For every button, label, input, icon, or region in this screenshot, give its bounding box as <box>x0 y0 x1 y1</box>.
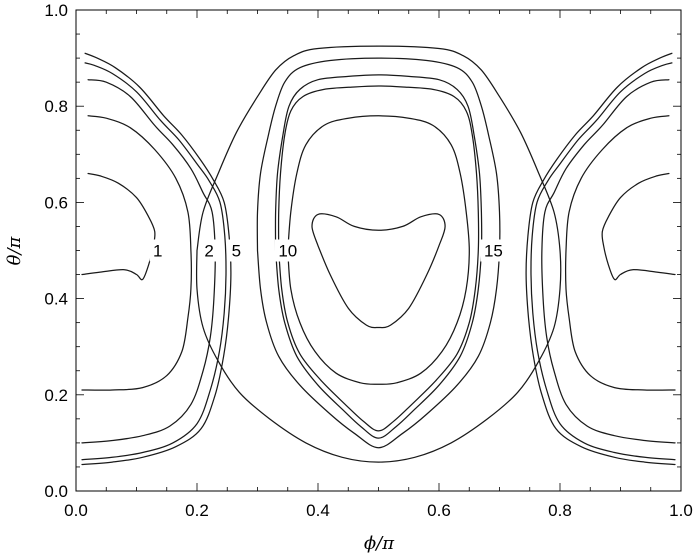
x-tick-label: 0.6 <box>427 501 451 520</box>
contour-lines <box>81 45 676 466</box>
contour-line-16 <box>525 52 676 466</box>
contour-line-11 <box>81 52 232 466</box>
contour-line-4 <box>277 85 480 432</box>
plot-frame <box>75 9 682 492</box>
x-tick-label: 0.8 <box>548 501 572 520</box>
contour-line-15 <box>530 62 676 461</box>
x-tick-label: 0.2 <box>185 501 209 520</box>
contour-line-6 <box>311 213 446 329</box>
contour-label-15: 15 <box>484 242 503 261</box>
x-tick-label: 0.4 <box>306 501 330 520</box>
contour-line-8 <box>81 115 192 391</box>
contour-line-3 <box>274 74 483 439</box>
x-axis-label: ϕ/π <box>364 533 395 554</box>
y-axis-ticks: 0.0 0.2 0.4 0.6 0.8 1.0 <box>44 1 681 501</box>
y-axis-label: θ/π <box>4 235 25 265</box>
contour-line-1 <box>195 45 562 463</box>
y-tick-label: 1.0 <box>44 1 68 20</box>
y-tick-label: 0.4 <box>44 290 68 309</box>
contour-label-2: 2 <box>204 242 213 261</box>
x-tick-label: 0.0 <box>64 501 88 520</box>
y-tick-label: 0.6 <box>44 193 68 212</box>
y-tick-label: 0.2 <box>44 386 68 405</box>
x-axis-ticks: 0.0 0.2 0.4 0.6 0.8 1.0 <box>64 10 693 520</box>
contour-line-5 <box>287 115 470 385</box>
contour-label-bg-3 <box>228 239 245 262</box>
y-tick-label: 0.0 <box>44 482 68 501</box>
contour-label-bg-2 <box>201 239 218 262</box>
contour-line-7 <box>81 172 156 281</box>
contour-labels: 1 2 5 10 15 <box>149 239 507 262</box>
contour-label-bg-1 <box>149 239 166 262</box>
x-tick-label: 1.0 <box>669 501 693 520</box>
contour-label-1: 1 <box>153 242 162 261</box>
y-tick-label: 0.8 <box>44 97 68 116</box>
contour-label-10: 10 <box>278 242 297 261</box>
contour-line-14 <box>541 79 676 444</box>
contour-line-13 <box>565 115 676 391</box>
contour-line-9 <box>81 79 216 444</box>
contour-line-10 <box>81 62 227 461</box>
contour-label-5: 5 <box>232 242 241 261</box>
contour-line-12 <box>601 172 676 281</box>
contour-line-2 <box>256 57 501 449</box>
contour-label-bg-5 <box>480 239 507 262</box>
contour-label-bg-4 <box>274 239 301 262</box>
